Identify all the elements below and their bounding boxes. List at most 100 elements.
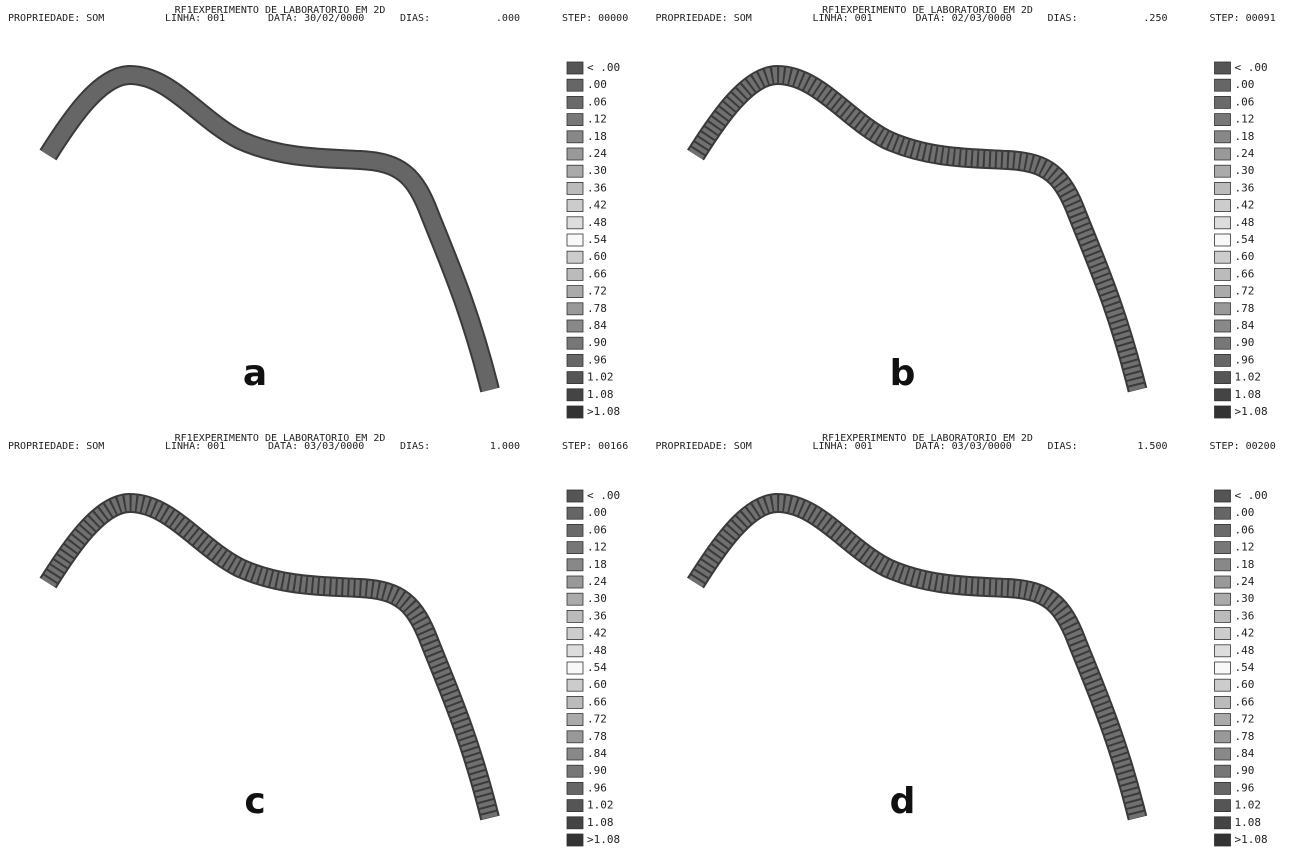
legend-label: .12 <box>587 541 607 554</box>
legend-swatch <box>566 78 584 92</box>
legend-label: .90 <box>1235 764 1255 777</box>
legend-label: .12 <box>587 113 607 126</box>
legend-label: .78 <box>1235 730 1255 743</box>
legend-swatch <box>1214 644 1231 658</box>
legend-label: .06 <box>1235 95 1255 108</box>
domain-band-edge <box>687 64 1148 393</box>
step: STEP: 00166 <box>562 441 628 452</box>
domain-band <box>688 66 1146 392</box>
legend-label: 1.08 <box>1235 388 1262 401</box>
legend-swatch <box>1214 353 1231 367</box>
legend-label: .96 <box>587 353 607 366</box>
legend-swatch <box>566 747 584 761</box>
legend-label: .00 <box>1235 78 1255 91</box>
legend-label: .72 <box>1235 713 1255 726</box>
days-label: DIAS: <box>400 441 430 452</box>
date: DATA: 30/02/0000 <box>268 13 364 24</box>
legend-swatch <box>1214 96 1231 109</box>
legend-label: .90 <box>587 764 607 777</box>
legend-label: .66 <box>587 267 607 280</box>
line-number: LINHA: 001 <box>165 441 225 452</box>
legend-label: .54 <box>1235 233 1255 246</box>
panel-letter: d <box>890 781 916 822</box>
legend-label: .30 <box>587 592 607 605</box>
legend-label: .00 <box>587 78 607 91</box>
legend-label: .96 <box>1235 781 1255 794</box>
legend-label: .00 <box>1235 506 1255 519</box>
legend-label: 1.08 <box>1235 816 1262 829</box>
legend-label: .78 <box>1235 302 1255 315</box>
legend-swatch <box>566 336 584 350</box>
legend-swatch <box>1214 113 1231 126</box>
legend-swatch <box>566 592 584 606</box>
legend-swatch <box>1214 592 1231 606</box>
legend-swatch <box>1214 302 1231 316</box>
legend-swatch <box>566 181 584 195</box>
panel-letter: a <box>243 353 267 394</box>
legend-label: .24 <box>1235 147 1255 160</box>
legend-label: < .00 <box>587 489 620 502</box>
days: .000 <box>496 13 520 24</box>
legend-swatch <box>566 678 584 692</box>
panel: PROPRIEDADE: SOM RF1EXPERIMENTO DE LABORA… <box>8 433 628 847</box>
domain-band <box>688 494 1146 820</box>
legend-label: .06 <box>587 523 607 536</box>
legend-swatch <box>1214 336 1231 350</box>
domain-band-edge <box>687 492 1148 821</box>
legend-label: .72 <box>587 285 607 298</box>
legend-swatch <box>566 388 584 402</box>
legend-swatch <box>566 627 584 641</box>
legend-swatch <box>1214 764 1231 778</box>
legend-swatch <box>566 506 584 520</box>
legend-label: .36 <box>1235 609 1255 622</box>
legend-swatch <box>566 267 584 281</box>
panel-title: RF1EXPERIMENTO DE LABORATORIO EM 2D <box>175 433 386 444</box>
legend-swatch <box>1214 147 1231 161</box>
panel-title: RF1EXPERIMENTO DE LABORATORIO EM 2D <box>822 5 1033 16</box>
legend-label: .54 <box>587 233 607 246</box>
legend-swatch <box>566 319 584 333</box>
legend-label: >1.08 <box>1235 833 1268 846</box>
legend-label: .18 <box>1235 130 1255 143</box>
panel-title: RF1EXPERIMENTO DE LABORATORIO EM 2D <box>822 433 1033 444</box>
legend-swatch <box>566 61 584 75</box>
legend-label: .54 <box>587 661 607 674</box>
panel-letter: b <box>890 353 916 394</box>
legend-swatch <box>566 96 584 109</box>
panel: PROPRIEDADE: SOM RF1EXPERIMENTO DE LABORA… <box>8 5 628 419</box>
legend-swatch <box>1214 405 1231 419</box>
legend-swatch <box>566 730 584 744</box>
days: 1.500 <box>1137 441 1167 452</box>
legend-label: .30 <box>587 164 607 177</box>
legend-label: .42 <box>587 199 607 212</box>
line-number: LINHA: 001 <box>813 13 873 24</box>
legend-swatch <box>566 113 584 126</box>
days: 1.000 <box>490 441 520 452</box>
legend-swatch <box>566 764 584 778</box>
legend-swatch <box>1214 609 1231 623</box>
legend-swatch <box>566 164 584 178</box>
legend-label: .12 <box>1235 541 1255 554</box>
legend-label: .66 <box>587 695 607 708</box>
legend-label: .96 <box>587 781 607 794</box>
domain-band <box>41 66 498 392</box>
line-number: LINHA: 001 <box>813 441 873 452</box>
legend-swatch <box>566 405 584 419</box>
legend-swatch <box>1214 181 1231 195</box>
legend-label: .96 <box>1235 353 1255 366</box>
legend-label: .42 <box>1235 627 1255 640</box>
legend-swatch <box>1214 216 1231 230</box>
property: PROPRIEDADE: SOM <box>656 441 752 452</box>
legend-swatch <box>1214 541 1231 554</box>
legend-swatch <box>1214 713 1231 727</box>
legend-swatch <box>566 661 584 675</box>
legend-label: .78 <box>587 730 607 743</box>
property: PROPRIEDADE: SOM <box>8 441 104 452</box>
legend-swatch <box>566 250 584 264</box>
legend-label: 1.08 <box>587 816 614 829</box>
legend-swatch <box>566 524 584 537</box>
legend-label: >1.08 <box>587 405 620 418</box>
legend-swatch <box>1214 267 1231 281</box>
property: PROPRIEDADE: SOM <box>8 13 104 24</box>
